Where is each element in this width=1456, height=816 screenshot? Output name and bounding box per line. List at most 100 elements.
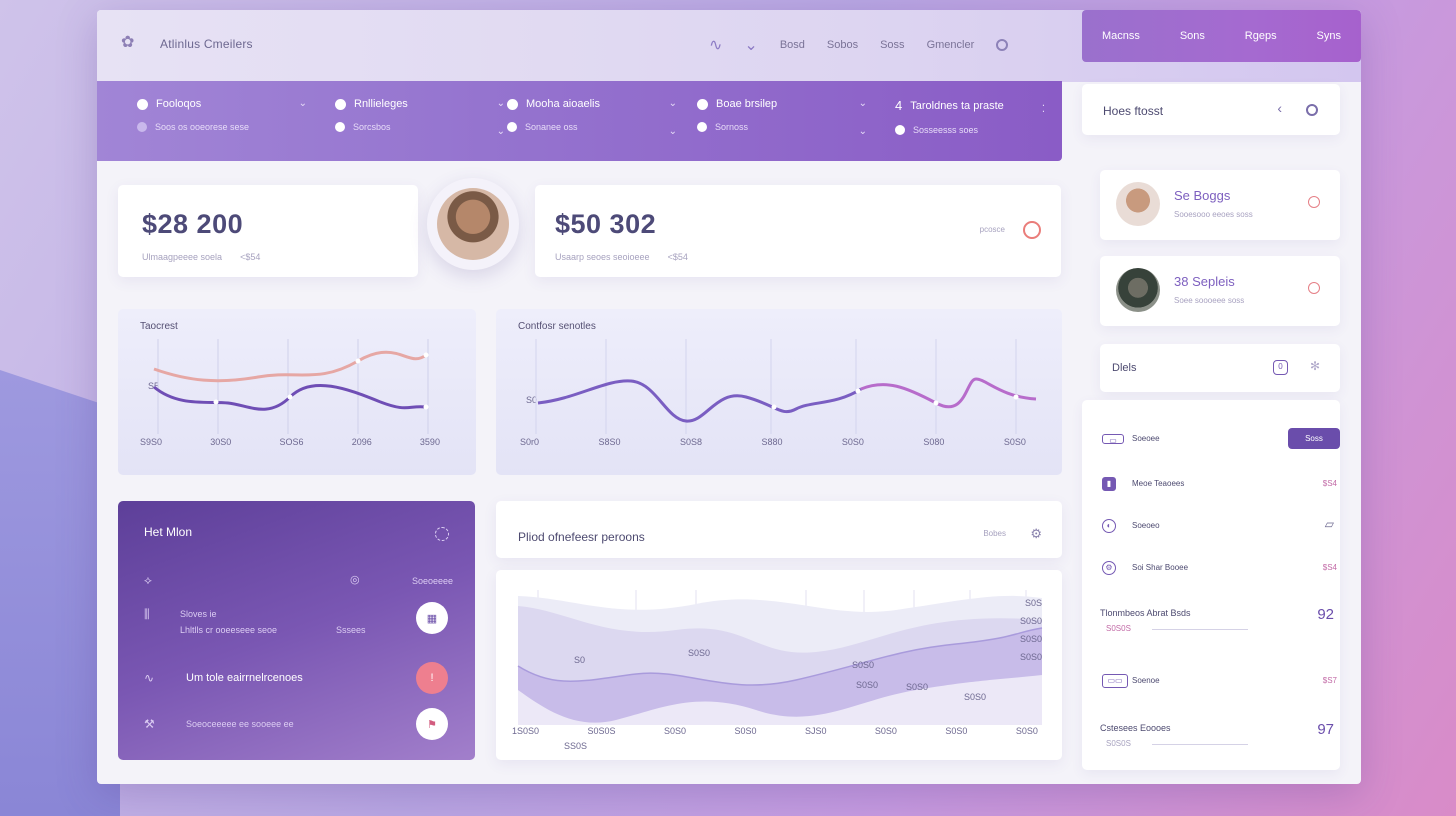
wave-icon[interactable]: ∿: [709, 37, 723, 54]
filter-4[interactable]: Boae brsilep Sornoss ⌄ ⌄: [697, 98, 867, 137]
x-tick: S0S0: [663, 726, 686, 736]
filter-label: Mooha aioaelis: [526, 98, 600, 110]
avatar-photo: [437, 188, 509, 260]
settings-icon[interactable]: ✻: [1309, 359, 1320, 373]
menu-item-4[interactable]: Syns: [1316, 30, 1341, 42]
chart-plot: [517, 590, 1043, 730]
profile-name: 38 Sepleis: [1174, 274, 1235, 289]
y-tick: S0S0: [1019, 616, 1042, 626]
filter-1[interactable]: Fooloqos Soos os ooeorese sese ⌄: [137, 98, 307, 132]
profile-card-1[interactable]: Se Boggs Sooesooo eeoes soss: [1100, 170, 1340, 240]
avatar[interactable]: [427, 178, 519, 270]
area-chart: S0 S0S0 S0S0 S0S0 S0S0 S0S0 S0S S0S0 S0S…: [496, 570, 1062, 760]
filter-3[interactable]: Mooha aioaelis Sonanee oss ⌄ ⌄: [507, 98, 677, 137]
kpi-card-2: $50 302 Usaarp seoes seoioeee <$54 pcosce: [535, 185, 1061, 277]
loading-icon[interactable]: [435, 527, 449, 541]
chevron-down-icon[interactable]: ⌄: [858, 98, 867, 109]
chevron-down-icon[interactable]: ⌄: [496, 98, 505, 109]
area-layer-4: [518, 675, 1042, 730]
doc-icon: ▮: [1102, 477, 1116, 491]
area-chart-header: Pliod ofnefeesr peroons Bobes ⚙: [496, 501, 1062, 558]
filter-2[interactable]: Rnllieleges Sorcsbos ⌄ ⌄: [335, 98, 505, 137]
app-title: Atlinlus Cmeilers: [160, 37, 253, 51]
view-icon[interactable]: 0: [1273, 360, 1288, 375]
data-point: [771, 404, 777, 410]
list-value: 97: [1317, 721, 1334, 738]
status-ring-icon[interactable]: [1308, 196, 1320, 208]
x-tick: S0S0: [874, 726, 897, 736]
list-label: Meoe Teaoees: [1132, 479, 1185, 488]
chevron-down-icon[interactable]: ⌄: [668, 98, 677, 109]
status-ring-icon[interactable]: [1023, 221, 1041, 239]
top-nav-item-4[interactable]: Gmencler: [926, 39, 975, 51]
alert-button[interactable]: !: [416, 662, 448, 694]
filter-dot-icon: [137, 122, 147, 132]
avatar[interactable]: [1116, 268, 1160, 312]
kpi-sub: Usaarp seoes seoioeee: [555, 252, 650, 262]
kpi-sub2: <$54: [667, 252, 688, 262]
top-nav-item-3[interactable]: Soss: [880, 39, 905, 51]
edit-icon[interactable]: ▱: [1324, 517, 1334, 531]
bars-icon: ⫼: [144, 607, 150, 621]
line-chart-1: Taocrest S5 S9S0 30S0 SOS6 2096 3590: [118, 309, 476, 475]
settings-icon[interactable]: ⚙: [1030, 526, 1042, 541]
menu-item-2[interactable]: Sons: [1179, 30, 1205, 42]
menu-item-3[interactable]: Rgeps: [1244, 30, 1277, 42]
top-nav-item-2[interactable]: Sobos: [826, 39, 859, 51]
list-label: Soenoe: [1132, 676, 1160, 685]
data-point: [213, 399, 219, 405]
chevron-down-icon[interactable]: ⌄: [298, 98, 307, 109]
x-tick: S0S0: [734, 726, 757, 736]
filter-dot-icon: [697, 122, 707, 132]
card-title: Het Mlon: [144, 525, 193, 539]
area-line: [517, 627, 1043, 686]
link-icon[interactable]: ⟡: [144, 573, 152, 587]
section-header: Dlels 0 ✻: [1100, 344, 1340, 392]
filter-dot-icon: [895, 125, 905, 135]
list-sub: S0S0S: [1106, 739, 1131, 748]
list-value: 92: [1317, 606, 1334, 623]
wave-icon-2[interactable]: ⌄: [744, 37, 758, 54]
data-point: [355, 358, 361, 364]
list-action-button[interactable]: Soss: [1288, 428, 1340, 449]
x-tick: SJS0: [804, 726, 827, 736]
chevron-down-icon[interactable]: ⌄: [858, 126, 867, 137]
profile-ring-icon[interactable]: [996, 39, 1009, 51]
main-menu: Macnss Sons Rgeps Syns: [1082, 10, 1361, 62]
profile-card-2[interactable]: 38 Sepleis Soee soooeee soss: [1100, 256, 1340, 326]
more-icon[interactable]: ⁚: [1041, 104, 1045, 115]
menu-item-1[interactable]: Macnss: [1102, 30, 1140, 42]
filter-sub: Sorcsbos: [353, 122, 391, 132]
profile-sub: Sooesooo eeoes soss: [1174, 210, 1253, 219]
filter-sub: Soos os ooeorese sese: [155, 122, 250, 132]
chevron-down-icon[interactable]: ⌄: [668, 126, 677, 137]
gear-icon: ⚙: [1102, 561, 1116, 575]
data-point: [423, 404, 429, 410]
top-nav-item-1[interactable]: Bosd: [779, 39, 805, 51]
hot-card: Het Mlon ⟡ ◎ Soeoeeee ⫼ Sloves ie Lhltll…: [118, 501, 475, 760]
x-tick: S9S0: [140, 437, 163, 447]
chevron-down-icon[interactable]: ⌄: [496, 126, 505, 137]
kpi-sub: Ulmaagpeeee soela: [142, 252, 223, 262]
list-value: $S7: [1322, 676, 1337, 685]
list-label: Soi Shar Booee: [1132, 563, 1189, 572]
x-tick: S0S0: [1003, 437, 1026, 447]
x-tick: 2096: [351, 437, 372, 447]
inner-label: S0S0: [856, 680, 879, 690]
x-tick: 30S0: [210, 437, 232, 447]
status-ring-icon[interactable]: [1308, 282, 1320, 294]
x-tick: S880: [761, 437, 783, 447]
filter-label: Taroldnes ta praste: [910, 99, 1004, 112]
inner-label: S0: [574, 655, 586, 665]
x-tick: S0S0: [945, 726, 968, 736]
chevron-left-icon[interactable]: ‹: [1277, 100, 1282, 116]
filter-label: Rnllieleges: [354, 98, 408, 110]
grid-button[interactable]: ▦: [416, 602, 448, 634]
x-tick: 3590: [419, 437, 440, 447]
app-window: ✿ Atlinlus Cmeilers ∿ ⌄ Bosd Sobos Soss …: [97, 10, 1361, 784]
avatar[interactable]: [1116, 182, 1160, 226]
view-icon[interactable]: ◎: [350, 574, 360, 586]
flag-button[interactable]: ⚑: [416, 708, 448, 740]
filter-5[interactable]: 4 Taroldnes ta praste Sosseesss soes ⁚: [895, 98, 1045, 135]
refresh-icon[interactable]: [1306, 104, 1318, 116]
